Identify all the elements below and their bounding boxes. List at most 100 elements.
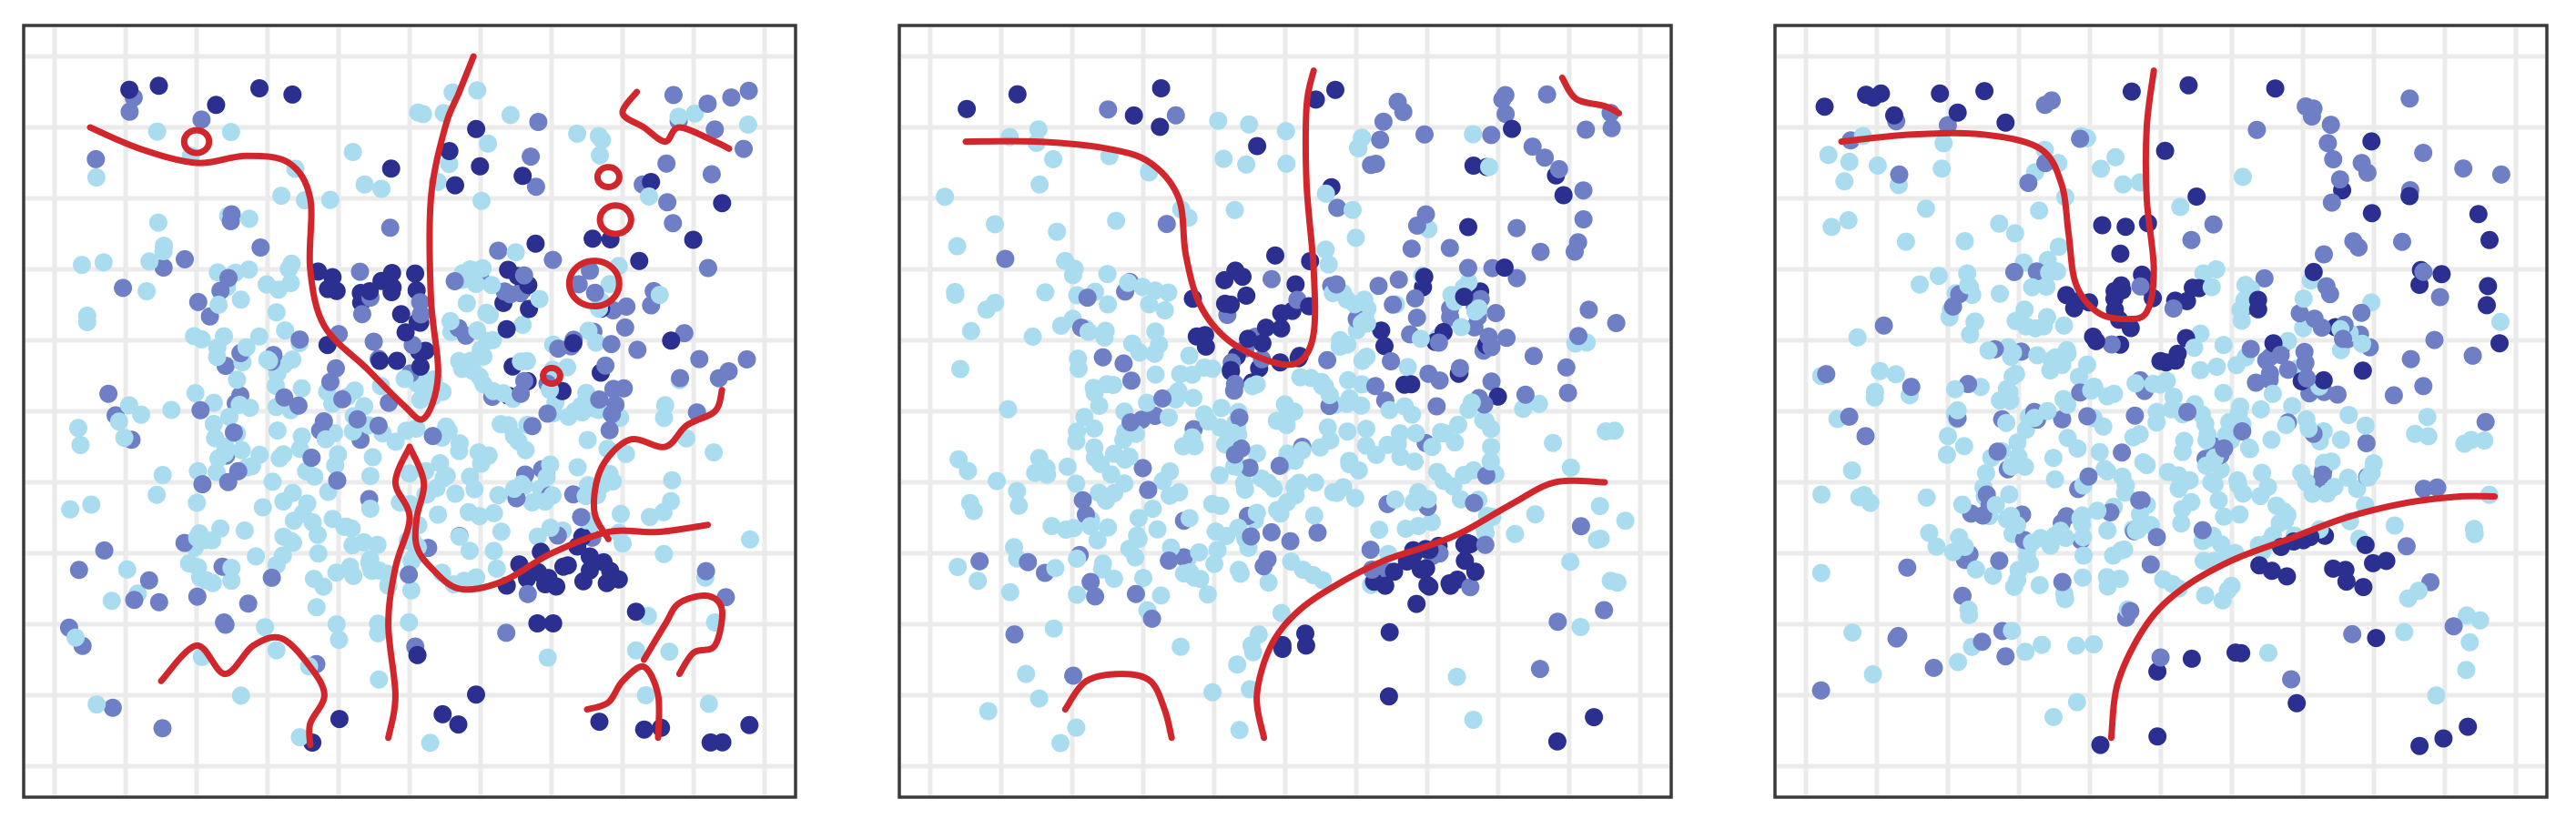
data-point-dark xyxy=(497,319,516,339)
data-point-light xyxy=(2206,260,2226,278)
data-point-mid xyxy=(411,305,431,324)
data-point-light xyxy=(2465,520,2483,539)
data-point-light xyxy=(2124,428,2143,447)
data-point-light xyxy=(1084,379,1103,398)
data-point-mid xyxy=(1988,442,2007,461)
data-point-light xyxy=(1247,375,1266,394)
data-point-mid xyxy=(352,305,371,324)
data-point-light xyxy=(66,628,86,647)
data-point-light xyxy=(270,449,289,468)
data-point-dark xyxy=(1375,337,1394,356)
data-point-dark xyxy=(283,85,302,104)
data-point-mid xyxy=(1263,269,1281,288)
data-point-light xyxy=(1959,276,1978,295)
data-point-light xyxy=(2041,536,2060,555)
decision-boundary-loop xyxy=(596,202,634,238)
data-point-light xyxy=(1122,334,1141,353)
decision-boundary xyxy=(86,53,733,749)
data-point-light xyxy=(513,315,532,334)
data-point-light xyxy=(1939,427,1957,446)
data-point-light xyxy=(986,293,1005,312)
data-point-mid xyxy=(2476,412,2495,431)
data-point-mid xyxy=(224,423,243,442)
decision-boundary-curve xyxy=(619,88,733,152)
data-point-light xyxy=(1194,359,1213,377)
data-point-mid xyxy=(2035,96,2054,115)
data-point-light xyxy=(186,384,205,402)
data-point-light xyxy=(1057,521,1076,539)
data-point-light xyxy=(2234,167,2252,187)
data-point-mid xyxy=(2053,409,2072,429)
data-point-light xyxy=(231,686,250,705)
data-point-light xyxy=(343,143,362,161)
data-point-light xyxy=(1104,444,1123,463)
panel-1-decision-boundary-plot xyxy=(22,24,797,799)
data-point-dark xyxy=(2478,296,2496,315)
data-point-mid xyxy=(2297,369,2317,388)
data-point-dark xyxy=(2093,216,2112,235)
data-point-light xyxy=(1423,438,1442,457)
data-point-light xyxy=(2231,397,2250,416)
data-point-light xyxy=(2051,521,2070,541)
data-point-mid xyxy=(739,81,758,100)
data-point-light xyxy=(1051,733,1070,753)
data-point-dark xyxy=(1273,640,1292,658)
data-point-light xyxy=(961,321,980,340)
data-point-light xyxy=(1008,481,1027,500)
data-point-light xyxy=(1305,473,1324,492)
data-point-light xyxy=(2385,516,2404,535)
data-point-mid xyxy=(2246,373,2266,392)
data-point-light xyxy=(459,502,478,521)
data-point-mid xyxy=(1840,407,1859,426)
data-point-dark xyxy=(626,602,645,622)
data-point-dark xyxy=(388,351,407,370)
data-point-mid xyxy=(2182,230,2201,249)
data-point-light xyxy=(626,641,645,660)
data-point-mid xyxy=(1496,86,1515,105)
data-point-light xyxy=(370,670,389,689)
data-point-dark xyxy=(1256,318,1275,338)
data-point-dark xyxy=(381,159,401,178)
data-point-mid xyxy=(1938,116,1957,135)
data-point-light xyxy=(960,493,979,512)
data-point-dark xyxy=(440,142,459,160)
data-point-mid xyxy=(1856,427,1875,446)
data-point-light xyxy=(2000,383,2019,401)
data-point-dark xyxy=(2105,300,2125,319)
data-point-light xyxy=(316,430,335,449)
data-point-light xyxy=(1850,488,1869,507)
data-point-light xyxy=(1345,295,1364,314)
data-point-dark xyxy=(499,260,518,279)
data-point-dark xyxy=(1975,82,1994,101)
data-point-light xyxy=(2230,505,2249,524)
data-point-light xyxy=(1293,440,1312,460)
decision-boundary-curve xyxy=(2107,492,2499,742)
data-point-mid xyxy=(2113,443,2132,462)
data-point-light xyxy=(487,559,506,578)
data-point-light xyxy=(259,351,279,370)
data-point-light xyxy=(1937,445,1956,464)
data-point-light xyxy=(1590,497,1609,516)
data-point-light xyxy=(1171,637,1191,656)
data-point-light xyxy=(2088,501,2107,521)
data-point-light xyxy=(250,445,269,464)
data-point-light xyxy=(209,295,228,314)
data-point-light xyxy=(2294,289,2313,308)
data-point-mid xyxy=(1270,456,1289,475)
data-point-light xyxy=(999,399,1018,419)
data-point-light xyxy=(1452,318,1471,337)
data-point-light xyxy=(1427,462,1446,481)
data-point-light xyxy=(1388,434,1407,453)
data-point-light xyxy=(541,519,560,537)
data-point-light xyxy=(501,106,520,125)
data-point-light xyxy=(579,321,598,340)
data-point-light xyxy=(314,577,333,596)
data-point-light xyxy=(2074,568,2093,587)
data-point-light xyxy=(2113,467,2132,486)
data-point-mid xyxy=(1427,397,1446,416)
data-point-dark xyxy=(2362,132,2381,151)
data-point-light xyxy=(147,485,167,504)
data-point-light xyxy=(247,547,266,566)
data-point-dark xyxy=(2111,244,2130,263)
data-point-light xyxy=(2074,546,2093,565)
